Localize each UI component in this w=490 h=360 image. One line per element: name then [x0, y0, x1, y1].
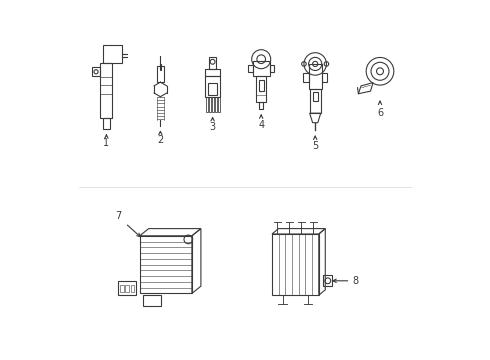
Bar — [157, 66, 164, 82]
Bar — [208, 82, 218, 95]
Bar — [252, 61, 270, 76]
Bar — [303, 73, 309, 82]
Bar — [206, 97, 208, 112]
Bar — [131, 285, 134, 292]
Bar — [100, 63, 112, 118]
Bar — [310, 89, 321, 113]
Bar — [125, 285, 129, 292]
Bar — [313, 91, 318, 101]
Bar — [248, 65, 252, 72]
Text: 2: 2 — [157, 135, 164, 145]
Bar — [259, 80, 264, 91]
Bar — [92, 67, 100, 76]
Bar — [160, 64, 161, 69]
Text: 1: 1 — [103, 138, 109, 148]
Bar — [323, 275, 333, 286]
Bar — [270, 65, 274, 72]
Bar — [205, 69, 220, 76]
Text: 4: 4 — [258, 120, 264, 130]
Text: 8: 8 — [352, 276, 358, 286]
Bar — [259, 102, 263, 109]
Text: 3: 3 — [210, 122, 216, 132]
Bar — [209, 57, 217, 69]
Bar — [120, 285, 123, 292]
Text: 5: 5 — [312, 141, 318, 151]
Bar — [212, 97, 214, 112]
Bar — [143, 295, 161, 306]
Bar — [205, 76, 220, 97]
Bar — [322, 73, 327, 82]
Text: 7: 7 — [116, 211, 122, 221]
Bar — [209, 97, 211, 112]
Bar — [218, 97, 220, 112]
Bar — [103, 118, 110, 129]
Bar — [309, 64, 322, 89]
Text: 6: 6 — [377, 108, 383, 118]
Bar — [215, 97, 217, 112]
Bar — [256, 76, 266, 102]
